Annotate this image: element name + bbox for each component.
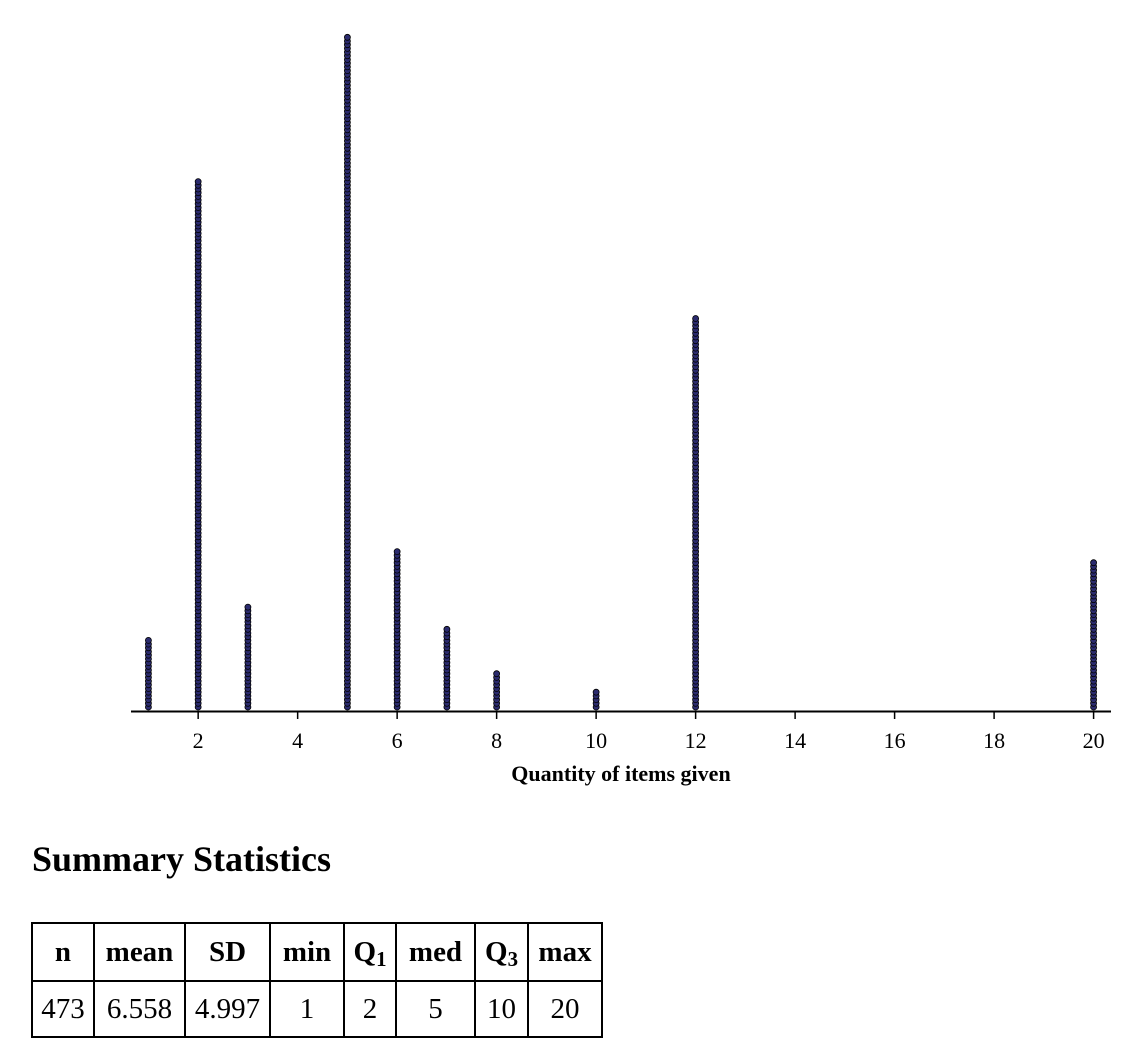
x-tick-label: 2 — [193, 728, 204, 753]
x-tick-label: 18 — [983, 728, 1005, 753]
header-q1: Q1 — [343, 922, 397, 982]
x-tick-label: 8 — [491, 728, 502, 753]
value-min: 1 — [269, 980, 345, 1038]
dot-marks — [145, 33, 1097, 711]
dot-column-6 — [393, 548, 401, 711]
value-med: 5 — [395, 980, 476, 1038]
dot-column-20 — [1090, 559, 1097, 711]
data-dot — [343, 33, 351, 41]
data-dot — [443, 625, 451, 633]
x-axis-ticks: 2 4 6 8 10 12 14 16 18 20 — [193, 711, 1105, 753]
header-min: min — [269, 922, 345, 982]
summary-title: Summary Statistics — [32, 839, 331, 879]
summary-value-row: 473 6.558 4.997 1 2 5 10 20 — [31, 980, 603, 1038]
dot-column-1 — [145, 637, 152, 711]
header-max: max — [527, 922, 603, 982]
dot-column-12 — [692, 315, 700, 711]
dot-column-8 — [493, 670, 501, 711]
header-q1-base: Q — [353, 935, 377, 968]
dot-plot: 2 4 6 8 10 12 14 16 18 20 Quantity of items given — [131, 33, 1111, 786]
x-tick-label: 6 — [392, 728, 403, 753]
x-tick-label: 16 — [884, 728, 906, 753]
data-dot — [493, 670, 501, 678]
header-q3: Q3 — [474, 922, 529, 982]
data-dot — [692, 315, 700, 322]
header-sd: SD — [184, 922, 271, 982]
x-tick-label: 12 — [685, 728, 707, 753]
header-mean: mean — [93, 922, 186, 982]
data-dot — [393, 548, 401, 555]
value-n: 473 — [31, 980, 95, 1038]
header-q1-sub: 1 — [376, 946, 387, 971]
x-tick-label: 20 — [1083, 728, 1105, 753]
x-tick-label: 10 — [585, 728, 607, 753]
summary-table: n mean SD min Q1 med Q3 max 473 6.558 4.… — [31, 922, 603, 1038]
value-max: 20 — [527, 980, 603, 1038]
value-sd: 4.997 — [184, 980, 271, 1038]
header-med: med — [395, 922, 476, 982]
x-tick-label: 4 — [292, 728, 303, 753]
data-dot — [145, 637, 152, 644]
x-axis-title: Quantity of items given — [511, 761, 730, 786]
value-q3: 10 — [474, 980, 529, 1038]
value-q1: 2 — [343, 980, 397, 1038]
dot-column-7 — [443, 625, 451, 711]
value-mean: 6.558 — [93, 980, 186, 1038]
x-tick-label: 14 — [784, 728, 806, 753]
header-n: n — [31, 922, 95, 982]
dot-column-5 — [343, 33, 351, 711]
header-q3-sub: 3 — [507, 946, 518, 971]
data-dot — [244, 603, 252, 611]
data-dot — [592, 688, 600, 696]
data-dot — [194, 178, 202, 186]
header-q3-base: Q — [485, 935, 508, 968]
summary-header-row: n mean SD min Q1 med Q3 max — [31, 922, 603, 982]
dot-column-10 — [592, 688, 600, 711]
data-dot — [1090, 559, 1097, 567]
dot-column-3 — [244, 603, 252, 711]
dot-column-2 — [194, 178, 202, 711]
